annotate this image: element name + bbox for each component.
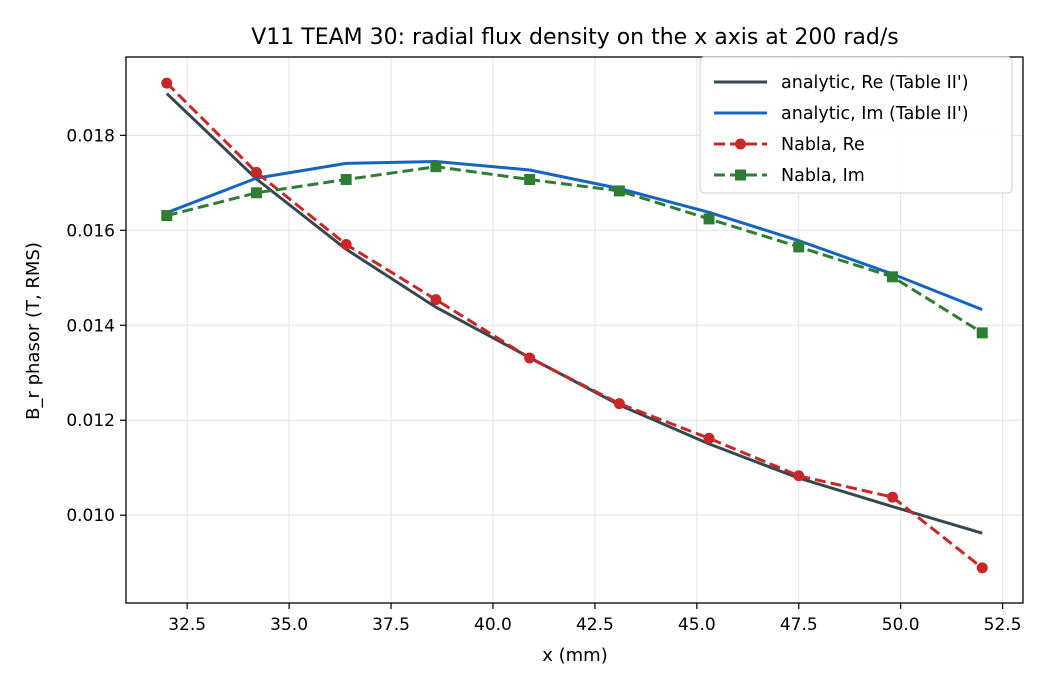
series-3: [161, 161, 988, 339]
y-axis-label: B_r phasor (T, RMS): [23, 242, 44, 420]
data-point: [976, 562, 988, 574]
data-point: [340, 173, 352, 185]
series-line: [166, 165, 983, 335]
data-point: [524, 352, 536, 364]
series-line: [166, 160, 983, 311]
data-point: [703, 432, 715, 444]
legend-swatch-marker: [735, 138, 746, 150]
data-point: [430, 294, 442, 306]
x-tick-label: 45.0: [678, 615, 716, 635]
data-point: [340, 239, 352, 251]
x-axis-label: x (mm): [542, 645, 608, 666]
data-point: [250, 166, 262, 178]
data-point: [793, 241, 805, 253]
x-tick-label: 32.5: [168, 615, 206, 635]
data-point: [250, 187, 262, 199]
series-1: [166, 160, 983, 311]
legend-entry-label: Nabla, Im: [781, 166, 865, 186]
series-0: [165, 92, 983, 535]
data-point: [976, 327, 988, 339]
x-axis: 32.5 35.0 37.5 40.0 42.5 45.0 47.5 50.0 52.5: [168, 603, 1022, 635]
data-point: [887, 271, 899, 283]
plot-frame: [125, 56, 1024, 604]
legend: analytic, Re (Table II') analytic, Im (Ta…: [699, 56, 1013, 194]
legend-entry-label: analytic, Im (Table II'): [781, 104, 969, 124]
data-point: [430, 161, 442, 173]
data-point: [524, 173, 536, 185]
data-point: [793, 470, 805, 482]
y-tick-label: 0.010: [66, 506, 115, 526]
series-line: [165, 92, 983, 535]
data-point: [161, 210, 173, 222]
series-layer: [161, 77, 988, 574]
y-tick-label: 0.014: [66, 316, 115, 336]
x-tick-label: 37.5: [372, 615, 410, 635]
y-tick-label: 0.012: [66, 411, 115, 431]
x-tick-label: 40.0: [474, 615, 512, 635]
legend-swatch-marker: [735, 169, 746, 181]
chart-title: V11 TEAM 30: radial flux density on the …: [251, 25, 899, 50]
x-tick-label: 42.5: [576, 615, 614, 635]
y-tick-label: 0.016: [66, 221, 115, 241]
x-tick-label: 35.0: [270, 615, 308, 635]
legend-entry-label: analytic, Re (Table II'): [781, 73, 969, 93]
y-tick-label: 0.018: [66, 126, 115, 146]
legend-entry-label: Nabla, Re: [781, 135, 865, 155]
x-tick-label: 52.5: [984, 615, 1022, 635]
x-tick-label: 47.5: [780, 615, 818, 635]
data-point: [613, 398, 625, 410]
legend-box: [699, 56, 1013, 194]
data-point: [703, 213, 715, 225]
data-point: [613, 185, 625, 197]
data-point: [161, 77, 173, 89]
data-point: [887, 491, 899, 503]
x-tick-label: 50.0: [882, 615, 920, 635]
series-line: [165, 82, 984, 570]
series-2: [161, 77, 988, 574]
y-axis: 0.010 0.012 0.014 0.016 0.018: [66, 126, 126, 526]
